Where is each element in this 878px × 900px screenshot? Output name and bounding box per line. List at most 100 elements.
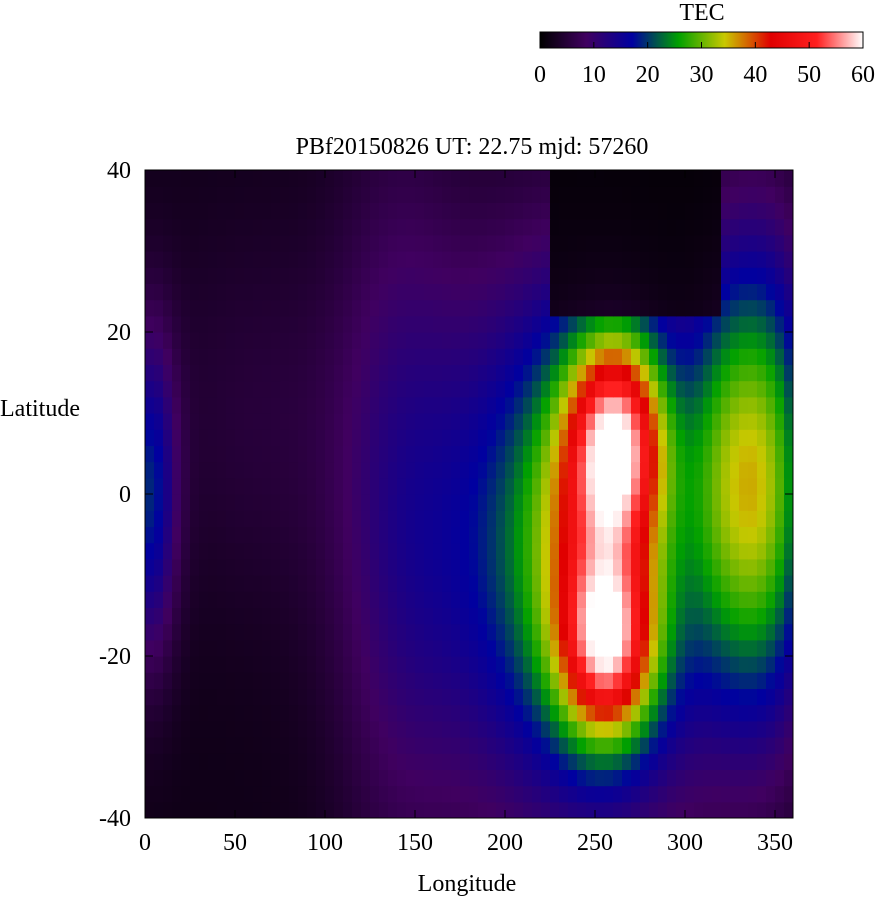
heatmap-cell xyxy=(568,251,578,268)
heatmap-cell xyxy=(460,186,470,203)
heatmap-cell xyxy=(487,720,497,738)
heatmap-cell xyxy=(640,234,650,252)
heatmap-cell xyxy=(775,704,785,722)
heatmap-cell xyxy=(532,315,542,333)
heatmap-cell xyxy=(631,396,641,414)
heatmap-cell xyxy=(460,737,470,754)
heatmap-cell xyxy=(685,202,695,220)
heatmap-cell xyxy=(766,461,776,479)
heatmap-cell xyxy=(343,348,353,365)
heatmap-cell xyxy=(469,299,479,317)
heatmap-cell xyxy=(271,170,281,187)
heatmap-cell xyxy=(469,348,479,365)
heatmap-cell xyxy=(613,267,623,284)
heatmap-cell xyxy=(631,785,641,803)
heatmap-cell xyxy=(667,429,677,446)
heatmap-cell xyxy=(145,186,155,203)
heatmap-cell xyxy=(379,591,389,608)
heatmap-cell xyxy=(721,720,731,738)
heatmap-cell xyxy=(244,332,254,349)
heatmap-cell xyxy=(379,542,389,560)
heatmap-cell xyxy=(235,445,245,463)
heatmap-cell xyxy=(325,575,335,592)
heatmap-cell xyxy=(568,315,578,333)
heatmap-cell xyxy=(532,607,542,625)
heatmap-cell xyxy=(550,332,560,349)
heatmap-cell xyxy=(649,234,659,252)
heatmap-cell xyxy=(298,413,308,430)
heatmap-cell xyxy=(154,510,164,527)
heatmap-cell xyxy=(613,720,623,738)
heatmap-cell xyxy=(712,283,722,301)
heatmap-cell xyxy=(766,720,776,738)
heatmap-cell xyxy=(541,396,551,414)
heatmap-cell xyxy=(784,234,793,252)
heatmap-cell xyxy=(505,218,515,236)
heatmap-cell xyxy=(622,558,632,576)
heatmap-cell xyxy=(298,672,308,689)
heatmap-cell xyxy=(253,639,263,657)
heatmap-cell xyxy=(757,737,767,754)
heatmap-cell xyxy=(379,769,389,787)
heatmap-cell xyxy=(757,234,767,252)
heatmap-cell xyxy=(307,623,317,641)
heatmap-cell xyxy=(460,283,470,301)
heatmap-cell xyxy=(388,332,398,349)
heatmap-cell xyxy=(640,688,650,706)
colorbar-tick-label: 50 xyxy=(797,62,821,88)
heatmap-cell xyxy=(370,656,380,673)
heatmap-cell xyxy=(145,575,155,592)
heatmap-cell xyxy=(613,558,623,576)
heatmap-cell xyxy=(496,526,506,544)
heatmap-cell xyxy=(730,218,740,236)
heatmap-cell xyxy=(208,688,218,706)
heatmap-cell xyxy=(694,445,704,463)
heatmap-cell xyxy=(613,170,623,187)
heatmap-cell xyxy=(631,510,641,527)
heatmap-cell xyxy=(478,380,488,398)
heatmap-cell xyxy=(586,785,596,803)
heatmap-cell xyxy=(460,623,470,641)
heatmap-cell xyxy=(577,445,587,463)
heatmap-cell xyxy=(703,202,713,220)
heatmap-cell xyxy=(226,348,236,365)
heatmap-cell xyxy=(595,234,605,252)
heatmap-cell xyxy=(406,396,416,414)
heatmap-cell xyxy=(199,380,209,398)
heatmap-cell xyxy=(289,510,299,527)
heatmap-cell xyxy=(307,688,317,706)
heatmap-cell xyxy=(145,299,155,317)
heatmap-cell xyxy=(532,591,542,608)
heatmap-cell xyxy=(541,785,551,803)
heatmap-cell xyxy=(217,688,227,706)
heatmap-cell xyxy=(226,267,236,284)
heatmap-cell xyxy=(622,753,632,770)
heatmap-cell xyxy=(496,234,506,252)
heatmap-cell xyxy=(280,234,290,252)
heatmap-cell xyxy=(487,753,497,770)
heatmap-cell xyxy=(604,348,614,365)
heatmap-cell xyxy=(451,639,461,657)
heatmap-cell xyxy=(712,396,722,414)
heatmap-cell xyxy=(289,494,299,511)
heatmap-cell xyxy=(307,315,317,333)
heatmap-cell xyxy=(712,542,722,560)
heatmap-cell xyxy=(190,218,200,236)
heatmap-cell xyxy=(334,607,344,625)
heatmap-cell xyxy=(658,704,668,722)
heatmap-cell xyxy=(469,607,479,625)
heatmap-cell xyxy=(217,202,227,220)
heatmap-cell xyxy=(244,591,254,608)
heatmap-cell xyxy=(244,396,254,414)
heatmap-cell xyxy=(496,380,506,398)
heatmap-cell xyxy=(730,785,740,803)
heatmap-cell xyxy=(397,753,407,770)
heatmap-cell xyxy=(514,672,524,689)
heatmap-cell xyxy=(451,315,461,333)
heatmap-cell xyxy=(757,267,767,284)
heatmap-cell xyxy=(271,251,281,268)
heatmap-cell xyxy=(199,186,209,203)
heatmap-cell xyxy=(739,267,749,284)
heatmap-cell xyxy=(370,785,380,803)
heatmap-cell xyxy=(208,623,218,641)
